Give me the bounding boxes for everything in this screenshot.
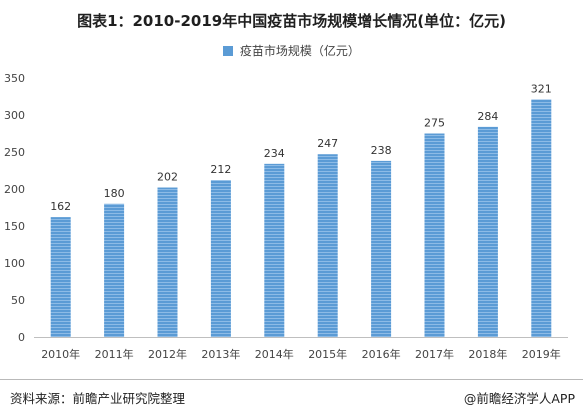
x-tick-label: 2018年 <box>468 347 507 361</box>
y-tick-label: 150 <box>4 220 25 233</box>
bar <box>424 133 445 337</box>
bar <box>210 180 231 337</box>
bar <box>104 203 125 337</box>
x-tick-label: 2014年 <box>255 347 294 361</box>
data-label: 162 <box>50 200 71 213</box>
data-label: 321 <box>531 82 552 95</box>
bar <box>157 187 178 337</box>
bar <box>264 163 285 337</box>
x-tick-label: 2011年 <box>95 347 134 361</box>
y-tick-label: 250 <box>4 146 25 159</box>
legend-label: 疫苗市场规模（亿元） <box>239 44 360 58</box>
y-tick-label: 350 <box>4 72 25 85</box>
x-tick-label: 2012年 <box>148 347 187 361</box>
chart-legend: 疫苗市场规模（亿元） <box>0 42 583 59</box>
x-axis: 2010年 2011年 2012年 2013年 2014年 2015年 2016年 2017年… <box>34 337 568 361</box>
y-tick-label: 300 <box>4 109 25 122</box>
x-tick-label: 2013年 <box>201 347 240 361</box>
x-tick-label: 2015年 <box>308 347 347 361</box>
data-label: 212 <box>210 163 231 176</box>
data-label: 234 <box>264 147 285 160</box>
bar <box>50 217 71 337</box>
chart-title: 图表1：2010-2019年中国疫苗市场规模增长情况(单位：亿元) <box>77 12 506 30</box>
data-label: 202 <box>157 171 178 184</box>
bar <box>477 126 498 337</box>
bar <box>531 99 552 338</box>
y-axis: 0 50 100 150 200 250 300 350 <box>4 72 25 344</box>
data-label: 238 <box>371 144 392 157</box>
y-tick-label: 200 <box>4 183 25 196</box>
y-tick-label: 100 <box>4 257 25 270</box>
bars: 162 180 202 212 234 247 238 275 284 321 <box>50 82 552 338</box>
x-tick-label: 2017年 <box>415 347 454 361</box>
bar <box>317 154 338 337</box>
x-tick-label: 2016年 <box>362 347 401 361</box>
footer: 资料来源：前瞻产业研究院整理 @前瞻经济学人APP <box>0 379 583 417</box>
data-label: 275 <box>424 117 445 130</box>
data-label: 180 <box>104 187 125 200</box>
data-label: 284 <box>477 110 498 123</box>
y-tick-label: 0 <box>18 331 25 344</box>
x-tick-label: 2010年 <box>41 347 80 361</box>
bar-chart: 0 50 100 150 200 250 300 350 162 180 202 212 234 247… <box>4 72 568 361</box>
brand-credit: @前瞻经济学人APP <box>463 391 575 406</box>
legend-swatch <box>223 46 234 56</box>
x-tick-label: 2019年 <box>522 347 561 361</box>
y-tick-label: 50 <box>11 294 25 307</box>
data-label: 247 <box>317 137 338 150</box>
bar <box>371 160 392 337</box>
source-note: 资料来源：前瞻产业研究院整理 <box>10 391 186 406</box>
